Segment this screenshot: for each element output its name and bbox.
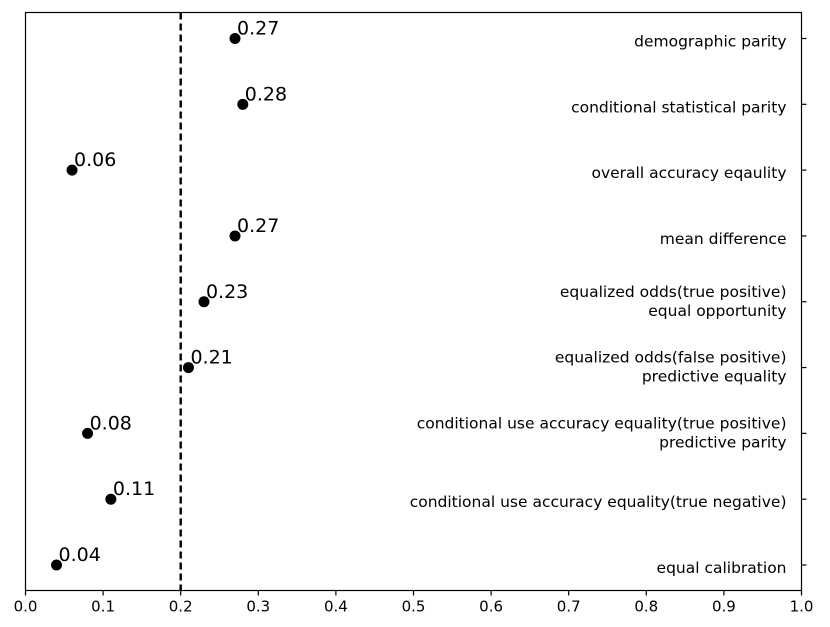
data-label: 0.27 [237,215,279,237]
x-tick-label: 1.0 [790,598,814,616]
x-tick-label: 0.9 [712,598,736,616]
x-tick-label: 0.6 [479,598,503,616]
data-point [82,427,94,439]
data-label: 0.11 [113,478,155,500]
category-label: mean difference [660,230,787,248]
x-tick-label: 0.3 [246,598,270,616]
x-tick-label: 0.8 [634,598,658,616]
data-label: 0.23 [206,281,248,303]
category-label: equalized odds(true positive) [560,283,787,301]
x-tick-label: 0.0 [14,598,38,616]
x-tick-label: 0.1 [91,598,115,616]
category-label: equal calibration [657,559,787,577]
category-label: conditional statistical parity [571,98,786,116]
data-point [198,296,210,308]
data-label: 0.06 [74,149,116,171]
data-label: 0.21 [190,347,232,369]
data-label: 0.28 [245,83,287,105]
category-label: equalized odds(false positive) [555,349,787,367]
data-point [229,230,241,242]
data-point [229,33,241,44]
data-label: 0.08 [90,412,132,434]
x-tick-label: 0.7 [557,598,581,616]
x-tick-label: 0.2 [169,598,193,616]
data-point [66,164,78,176]
category-label: equal opportunity [648,302,786,320]
category-label: conditional use accuracy equality(true p… [417,414,787,432]
x-tick-label: 0.5 [402,598,426,616]
category-label: predictive parity [659,433,786,451]
data-point [105,493,117,505]
data-points: 0.27 demographic parity 0.28 conditional st… [51,18,807,577]
x-axis: 0.0 0.1 0.2 0.3 0.4 0.5 0.6 0.7 0.8 0.9 1.0 [14,590,814,616]
data-label: 0.27 [237,18,279,40]
x-tick-label: 0.4 [324,598,348,616]
category-label: predictive equality [642,368,787,386]
data-label: 0.04 [59,544,101,566]
data-point [51,559,63,571]
category-label: conditional use accuracy equality(true n… [410,493,787,511]
category-label: overall accuracy eqaulity [591,164,786,182]
data-point [237,98,249,110]
data-point [182,362,194,374]
category-label: demographic parity [634,33,786,51]
